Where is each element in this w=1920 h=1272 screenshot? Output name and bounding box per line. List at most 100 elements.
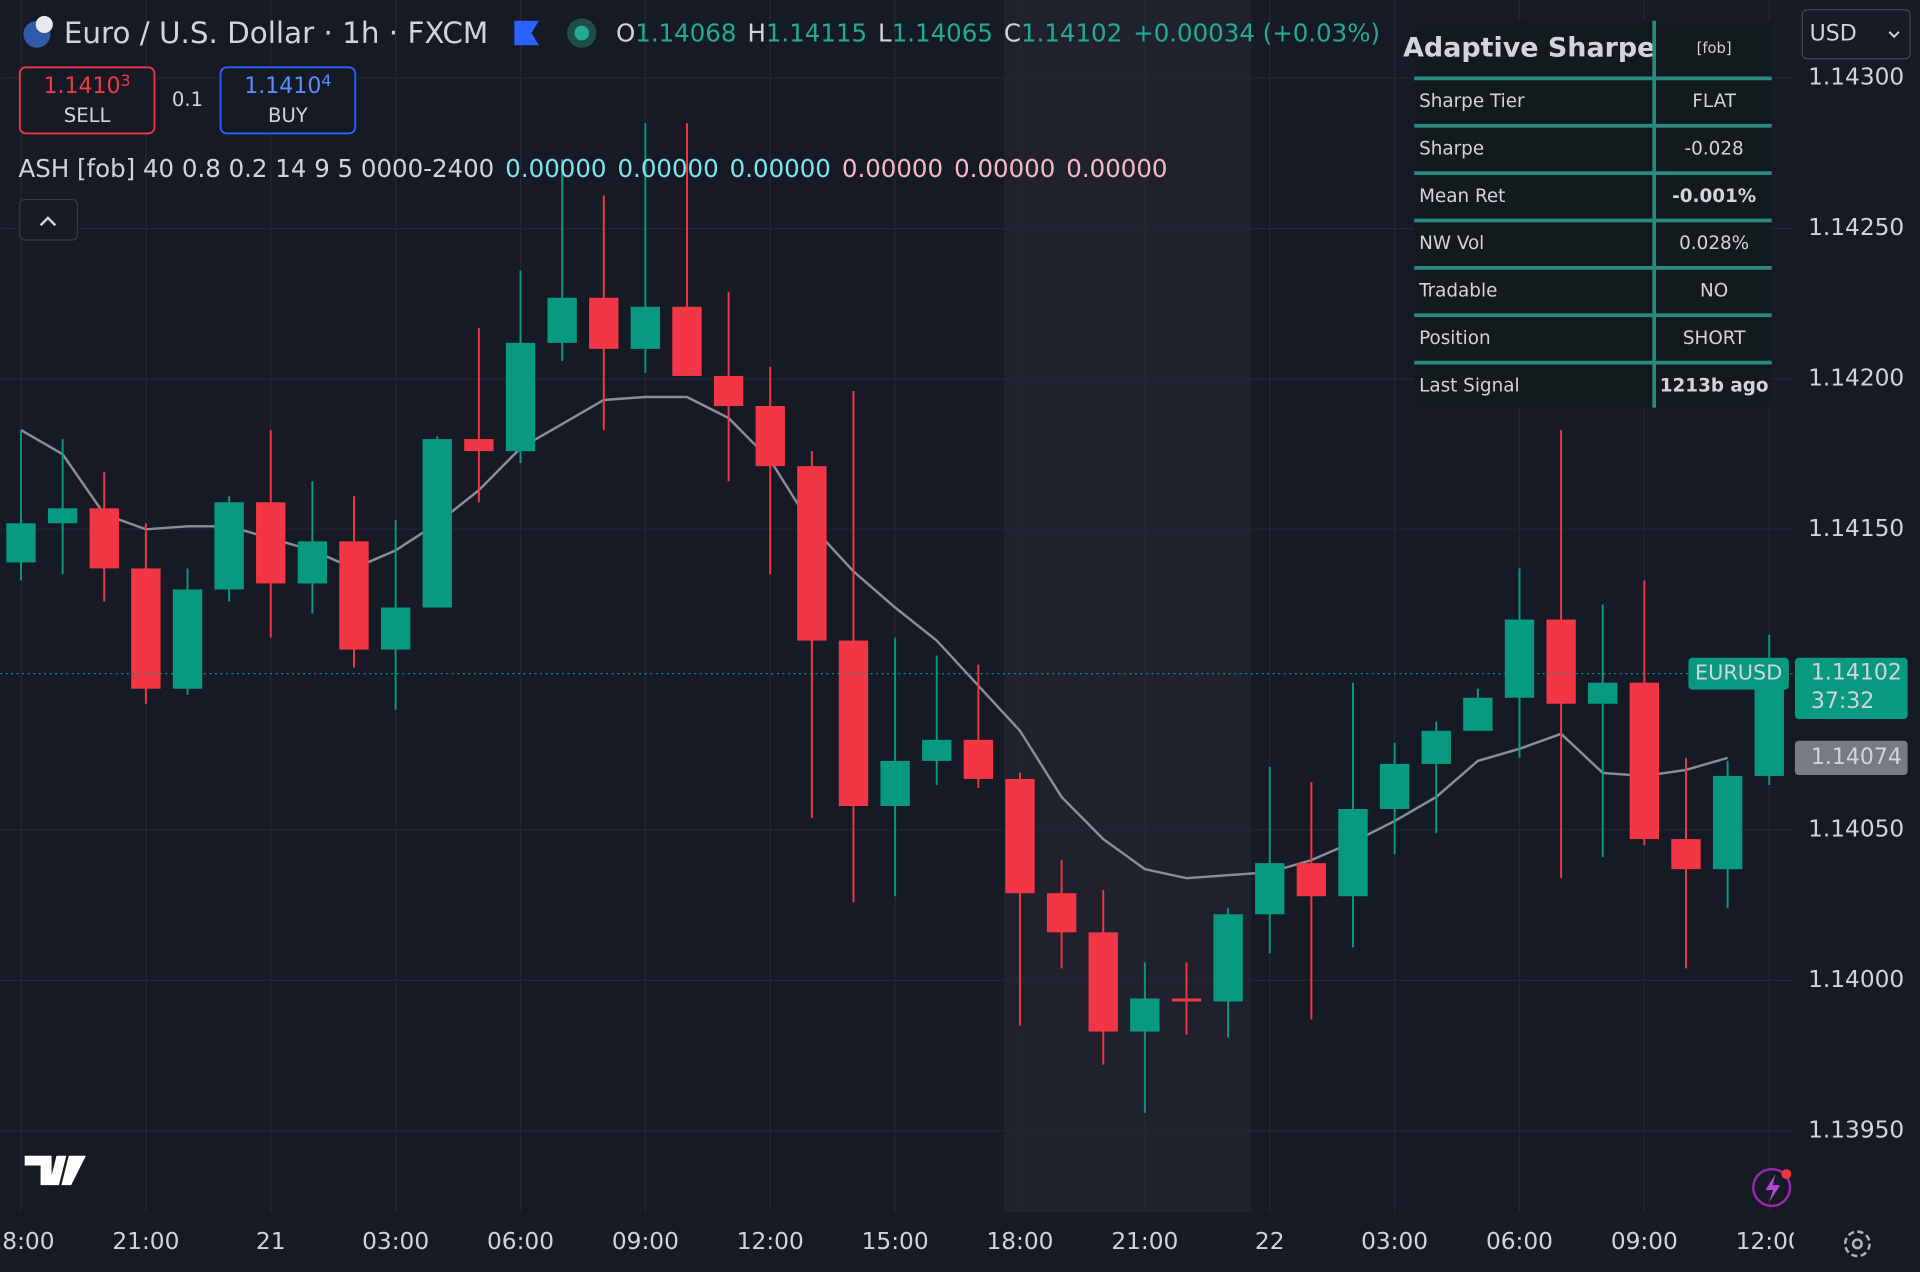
row-value: -0.001%	[1672, 186, 1756, 207]
candle-body	[1712, 775, 1743, 870]
x-tick-label: 03:00	[1361, 1228, 1428, 1255]
candle-body	[256, 502, 286, 584]
x-tick-label: 21:00	[112, 1228, 179, 1255]
candle-body	[1005, 778, 1035, 894]
row-label: Tradable	[1418, 281, 1497, 302]
sell-price: 1.14103	[44, 70, 131, 99]
indicator-value: 0.00000	[505, 154, 606, 183]
lightning-bolt	[1765, 1174, 1781, 1203]
row-label: Sharpe	[1419, 138, 1484, 159]
tv-logo[interactable]	[24, 1155, 86, 1186]
candle-body	[797, 466, 827, 641]
symbol-title[interactable]: Euro / U.S. Dollar · 1h · FXCM	[64, 16, 488, 50]
y-tick-label: 1.14300	[1808, 64, 1904, 91]
session-band	[1004, 0, 1252, 1213]
row-value: 0.028%	[1679, 233, 1749, 254]
candle-body	[838, 640, 869, 807]
x-tick-label: 09:00	[612, 1228, 679, 1255]
candle-body	[1546, 619, 1576, 704]
sell-label: SELL	[64, 104, 111, 127]
stats-table: Adaptive Sharpe [fob] Sharpe Tier FLAT Sha…	[1403, 20, 1772, 408]
ohlc-value: 1.14115	[766, 18, 867, 47]
candle-body	[1754, 673, 1784, 776]
ma-tag	[1794, 740, 1908, 776]
buy-price-main: 1.1410	[244, 74, 321, 99]
candle-body	[1296, 863, 1327, 897]
candle-body	[713, 375, 744, 407]
indicator-value: 0.00000	[842, 154, 943, 183]
y-tick-label: 1.14200	[1808, 364, 1904, 391]
quantity[interactable]: 0.1	[172, 88, 203, 111]
ohlc: O1.14068 H1.14115 L1.14065 C1.14102 +0.00034…	[616, 18, 1380, 47]
y-tick-label: 1.14000	[1808, 966, 1904, 993]
row-label: Last Signal	[1419, 375, 1519, 396]
x-tick-label: 09:00	[1611, 1228, 1678, 1255]
currency-select[interactable]	[1801, 9, 1911, 60]
candle-body	[1046, 893, 1077, 933]
candle-body	[880, 760, 910, 807]
currency: USD	[1810, 21, 1857, 46]
candle-body	[89, 508, 119, 569]
candle-body	[1130, 998, 1160, 1032]
candle-body	[6, 523, 36, 563]
table-bg	[1414, 20, 1772, 408]
candle-body	[297, 541, 328, 584]
candle-body	[755, 406, 785, 467]
row-label: Position	[1419, 328, 1490, 349]
candle-body	[672, 306, 702, 376]
x-tick-label: 06:00	[1486, 1228, 1553, 1255]
buy-label: BUY	[268, 104, 308, 127]
dropdown-icon	[1888, 31, 1900, 39]
x-tick-label: 22	[1255, 1228, 1285, 1255]
candle-body	[1379, 763, 1410, 810]
ohlc-value: 1.14065	[892, 18, 993, 47]
indicator-name: ASH [fob] 40 0.8 0.2 14 9 5 0000-2400	[19, 154, 495, 183]
candle-body	[1629, 682, 1660, 840]
y-tick-label: 1.14150	[1808, 515, 1904, 542]
candle-body	[547, 297, 577, 343]
ma-tag-value: 1.14074	[1811, 745, 1902, 770]
candle-body	[131, 568, 161, 689]
candle-body	[339, 541, 369, 650]
candle-body	[172, 589, 203, 689]
candle-body	[1463, 697, 1493, 731]
candle-body	[1171, 998, 1202, 1002]
lightning-icon[interactable]	[1752, 1167, 1792, 1208]
ohlc-label: C	[1004, 18, 1021, 47]
flag-marker[interactable]	[514, 20, 539, 46]
row-value: FLAT	[1692, 91, 1736, 112]
plot	[0, 123, 1794, 1113]
x-tick-label: 12:00	[1736, 1228, 1803, 1255]
price-tag-value: 1.14102	[1811, 661, 1902, 686]
indicator-value: 0.00000	[617, 154, 718, 183]
row-value: NO	[1700, 281, 1728, 302]
candle-body	[422, 439, 452, 608]
indicator-value: 0.00000	[954, 154, 1055, 183]
table-title: Adaptive Sharpe	[1403, 32, 1655, 63]
candle-body	[1421, 730, 1451, 764]
x-tick-label: 06:00	[487, 1228, 554, 1255]
x-axis-labels: 18:00 21:00 21 03:00 06:00 09:00 12:00 15:00 18:…	[0, 1228, 1803, 1255]
x-tick-label: 15:00	[862, 1228, 929, 1255]
candle-body	[214, 502, 244, 590]
x-tick-label: 03:00	[362, 1228, 429, 1255]
price-tag-countdown: 37:32	[1811, 689, 1874, 714]
settings-icon-center	[1851, 1238, 1863, 1250]
sell-price-pip: 3	[121, 70, 131, 89]
candle-body	[380, 607, 411, 650]
ohlc-value: 1.14068	[635, 18, 736, 47]
candle-body	[1255, 863, 1285, 915]
sell-button[interactable]	[18, 66, 156, 135]
settings-icon[interactable]	[1843, 1230, 1871, 1258]
candle-body	[464, 439, 494, 452]
buy-button[interactable]	[219, 66, 357, 135]
chevron-icon	[39, 216, 57, 227]
y-tick-label: 1.13950	[1808, 1116, 1904, 1143]
status-dot	[574, 25, 590, 41]
candle-body	[505, 342, 536, 452]
candle-body	[630, 306, 661, 349]
indicator-value: 0.00000	[1066, 154, 1167, 183]
x-tick-label: 21:00	[1111, 1228, 1178, 1255]
change: +0.00034 (+0.03%)	[1133, 18, 1380, 47]
